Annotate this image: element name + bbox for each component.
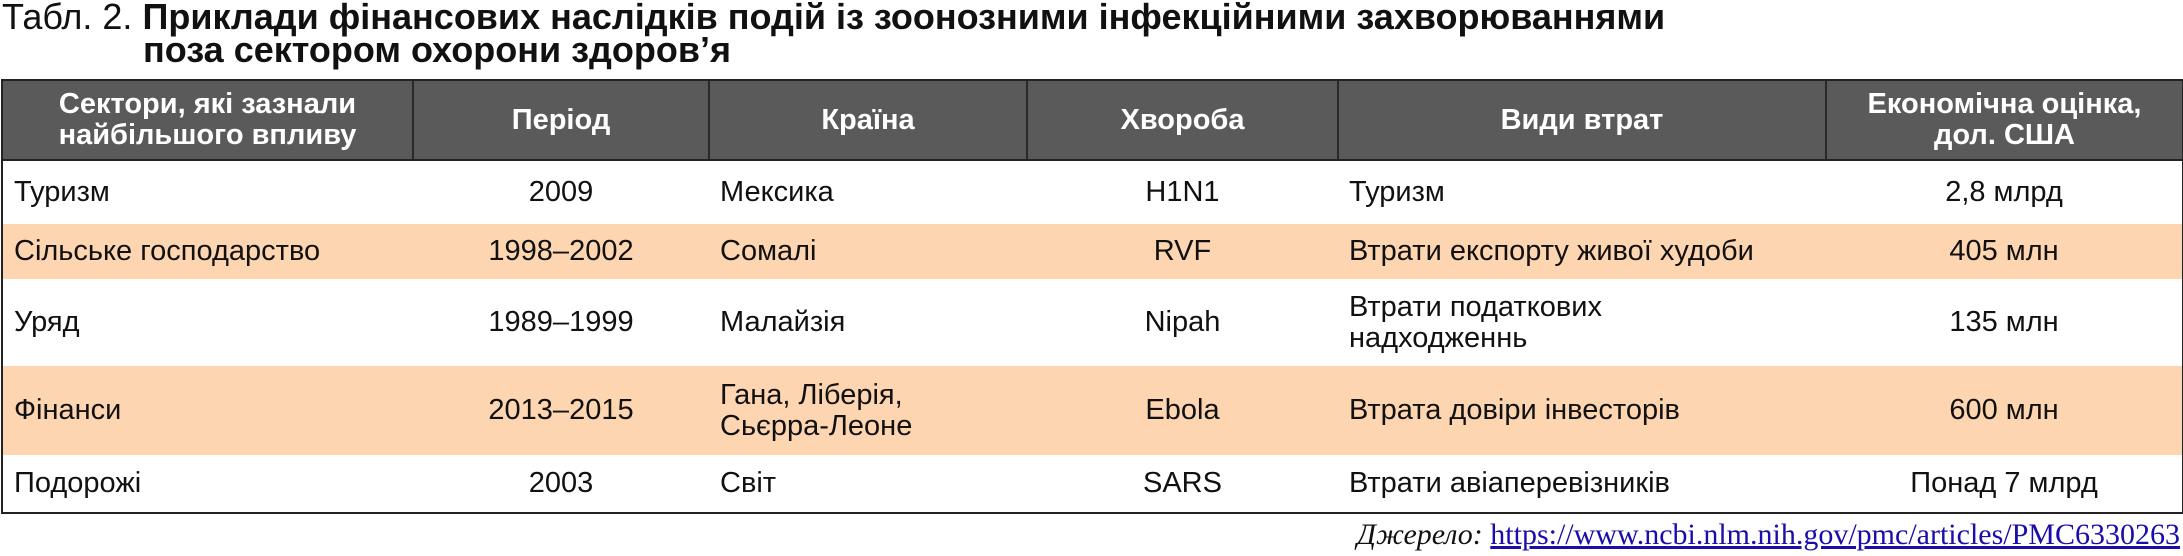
table-cell: Понад 7 млрд — [1826, 455, 2183, 514]
cell-line: 2003 — [528, 467, 594, 499]
table-row: Туризм 2009 Мексика H1N1 Туризм 2,8 млрд — [1, 160, 2183, 224]
cell-line: 1998–2002 — [488, 235, 634, 267]
cell-line: RVF — [1153, 235, 1212, 267]
table-cell: Мексика — [709, 160, 1027, 224]
cell-line: Економічна оцінка, — [1867, 88, 2142, 120]
table-cell: Втрата довіри інвесторів — [1338, 366, 1826, 455]
header-cell: Економічна оцінка, дол. США — [1825, 79, 2183, 161]
title-line: Приклади фінансових наслідків подій із з… — [142, 0, 1666, 37]
cell-line: Втрати податкових — [1349, 290, 1602, 323]
cell-line: 2,8 млрд — [1945, 176, 2063, 208]
header-cell: Період — [412, 79, 709, 161]
table-cell: Світ — [709, 455, 1027, 514]
table-cell: Ebola — [1027, 366, 1338, 455]
cell-line: Понад 7 млрд — [1910, 467, 2098, 499]
source: Джерело: https://www.ncbi.nlm.nih.gov/pm… — [1357, 518, 2180, 552]
cell-line: Втрати авіаперевізників — [1349, 467, 1670, 499]
cell-line: Сектори, які зазнали — [58, 88, 357, 120]
cell-line: 2013–2015 — [488, 394, 634, 426]
table-cell: 600 млн — [1826, 366, 2183, 455]
cell-line: Сільське господарство — [14, 235, 321, 267]
table-cell: Гана, Ліберія, Сьєрра-Леоне — [709, 366, 1027, 455]
cell-line: Хвороба — [1120, 103, 1245, 136]
table-cell: Втрати податкових надходженнь — [1338, 279, 1826, 366]
table-cell: Малайзія — [709, 279, 1027, 366]
table-cell: 1998–2002 — [413, 224, 709, 279]
table-cell: H1N1 — [1027, 160, 1338, 224]
table-cell: Подорожі — [1, 455, 413, 514]
cell-line: Період — [511, 103, 611, 136]
cell-line: 1989–1999 — [488, 306, 634, 338]
header-cell: Хвороба — [1026, 79, 1338, 161]
table-cell: 2013–2015 — [413, 366, 709, 455]
cell-line: Мексика — [720, 176, 834, 208]
cell-line: найбільшого впливу — [58, 119, 357, 151]
cell-line: Втрати експорту живої худоби — [1349, 235, 1754, 267]
table-cell: Втрати авіаперевізників — [1338, 455, 1826, 514]
cell-line: Сьєрра-Леоне — [720, 409, 913, 442]
cell-line: Світ — [720, 467, 777, 499]
table: Сектори, які зазнали найбільшого впливу Пе… — [1, 79, 2183, 514]
cell-line: Подорожі — [14, 467, 142, 499]
table-cell: Туризм — [1338, 160, 1826, 224]
cell-line: SARS — [1143, 467, 1222, 499]
table-row: Подорожі 2003 Світ SARS Втрати авіаперевізни… — [1, 455, 2183, 514]
cell-line: Гана, Ліберія, — [720, 378, 903, 411]
table-cell: Сільське господарство — [1, 224, 413, 279]
cell-line: Nipah — [1144, 306, 1221, 338]
table-row: Фінанси 2013–2015 Гана, Ліберія, Сьєрра-Лео… — [1, 366, 2183, 455]
table-cell: 405 млн — [1826, 224, 2183, 279]
table-title: Табл. 2. Приклади фінансових наслідків п… — [2, 0, 1666, 70]
table-cell: 2009 — [413, 160, 709, 224]
table-cell: Туризм — [1, 160, 413, 224]
header-cell: Види втрат — [1337, 79, 1826, 161]
table-row: Уряд 1989–1999 Малайзія Nipah Втрати податко… — [1, 279, 2183, 366]
table-cell: 2003 — [413, 455, 709, 514]
cell-line: Втрата довіри інвесторів — [1349, 394, 1680, 426]
cell-line: Туризм — [14, 176, 110, 208]
cell-line: Туризм — [1349, 176, 1445, 208]
table-body: Туризм 2009 Мексика H1N1 Туризм 2,8 млрд Сільс… — [1, 160, 2183, 514]
table-cell: Втрати експорту живої худоби — [1338, 224, 1826, 279]
table-row: Сільське господарство 1998–2002 Сомалі RVF В… — [1, 224, 2183, 279]
source-label: Джерело: — [1356, 518, 1483, 551]
title-prefix: Табл. 2. — [2, 0, 133, 37]
cell-line: 135 млн — [1949, 306, 2059, 338]
header-row: Сектори, які зазнали найбільшого впливу Пе… — [1, 79, 2183, 161]
cell-line: Фінанси — [14, 394, 122, 426]
table-cell: RVF — [1027, 224, 1338, 279]
cell-line: 2009 — [528, 176, 594, 208]
table-cell: 2,8 млрд — [1826, 160, 2183, 224]
table-cell: Сомалі — [709, 224, 1027, 279]
cell-line: Види втрат — [1500, 103, 1664, 136]
cell-line: H1N1 — [1145, 176, 1220, 208]
table-cell: Уряд — [1, 279, 413, 366]
table-cell: 1989–1999 — [413, 279, 709, 366]
table-cell: 135 млн — [1826, 279, 2183, 366]
header-cell: Країна — [708, 79, 1027, 161]
table-cell: Фінанси — [1, 366, 413, 455]
cell-line: Уряд — [14, 306, 80, 338]
table-cell: SARS — [1027, 455, 1338, 514]
cell-line: Ebola — [1145, 394, 1220, 426]
cell-line: Малайзія — [720, 306, 846, 338]
cell-line: 405 млн — [1949, 235, 2059, 267]
source-link[interactable]: https://www.ncbi.nlm.nih.gov/pmc/article… — [1490, 518, 2180, 551]
title-line: поза сектором охорони здоров’я — [143, 29, 731, 70]
cell-line: дол. США — [1934, 119, 2075, 151]
cell-line: 600 млн — [1949, 394, 2059, 426]
cell-line: надходженнь — [1349, 321, 1528, 354]
cell-line: Країна — [821, 103, 915, 136]
table-cell: Nipah — [1027, 279, 1338, 366]
header-cell: Сектори, які зазнали найбільшого впливу — [1, 79, 413, 161]
cell-line: Сомалі — [720, 235, 817, 267]
